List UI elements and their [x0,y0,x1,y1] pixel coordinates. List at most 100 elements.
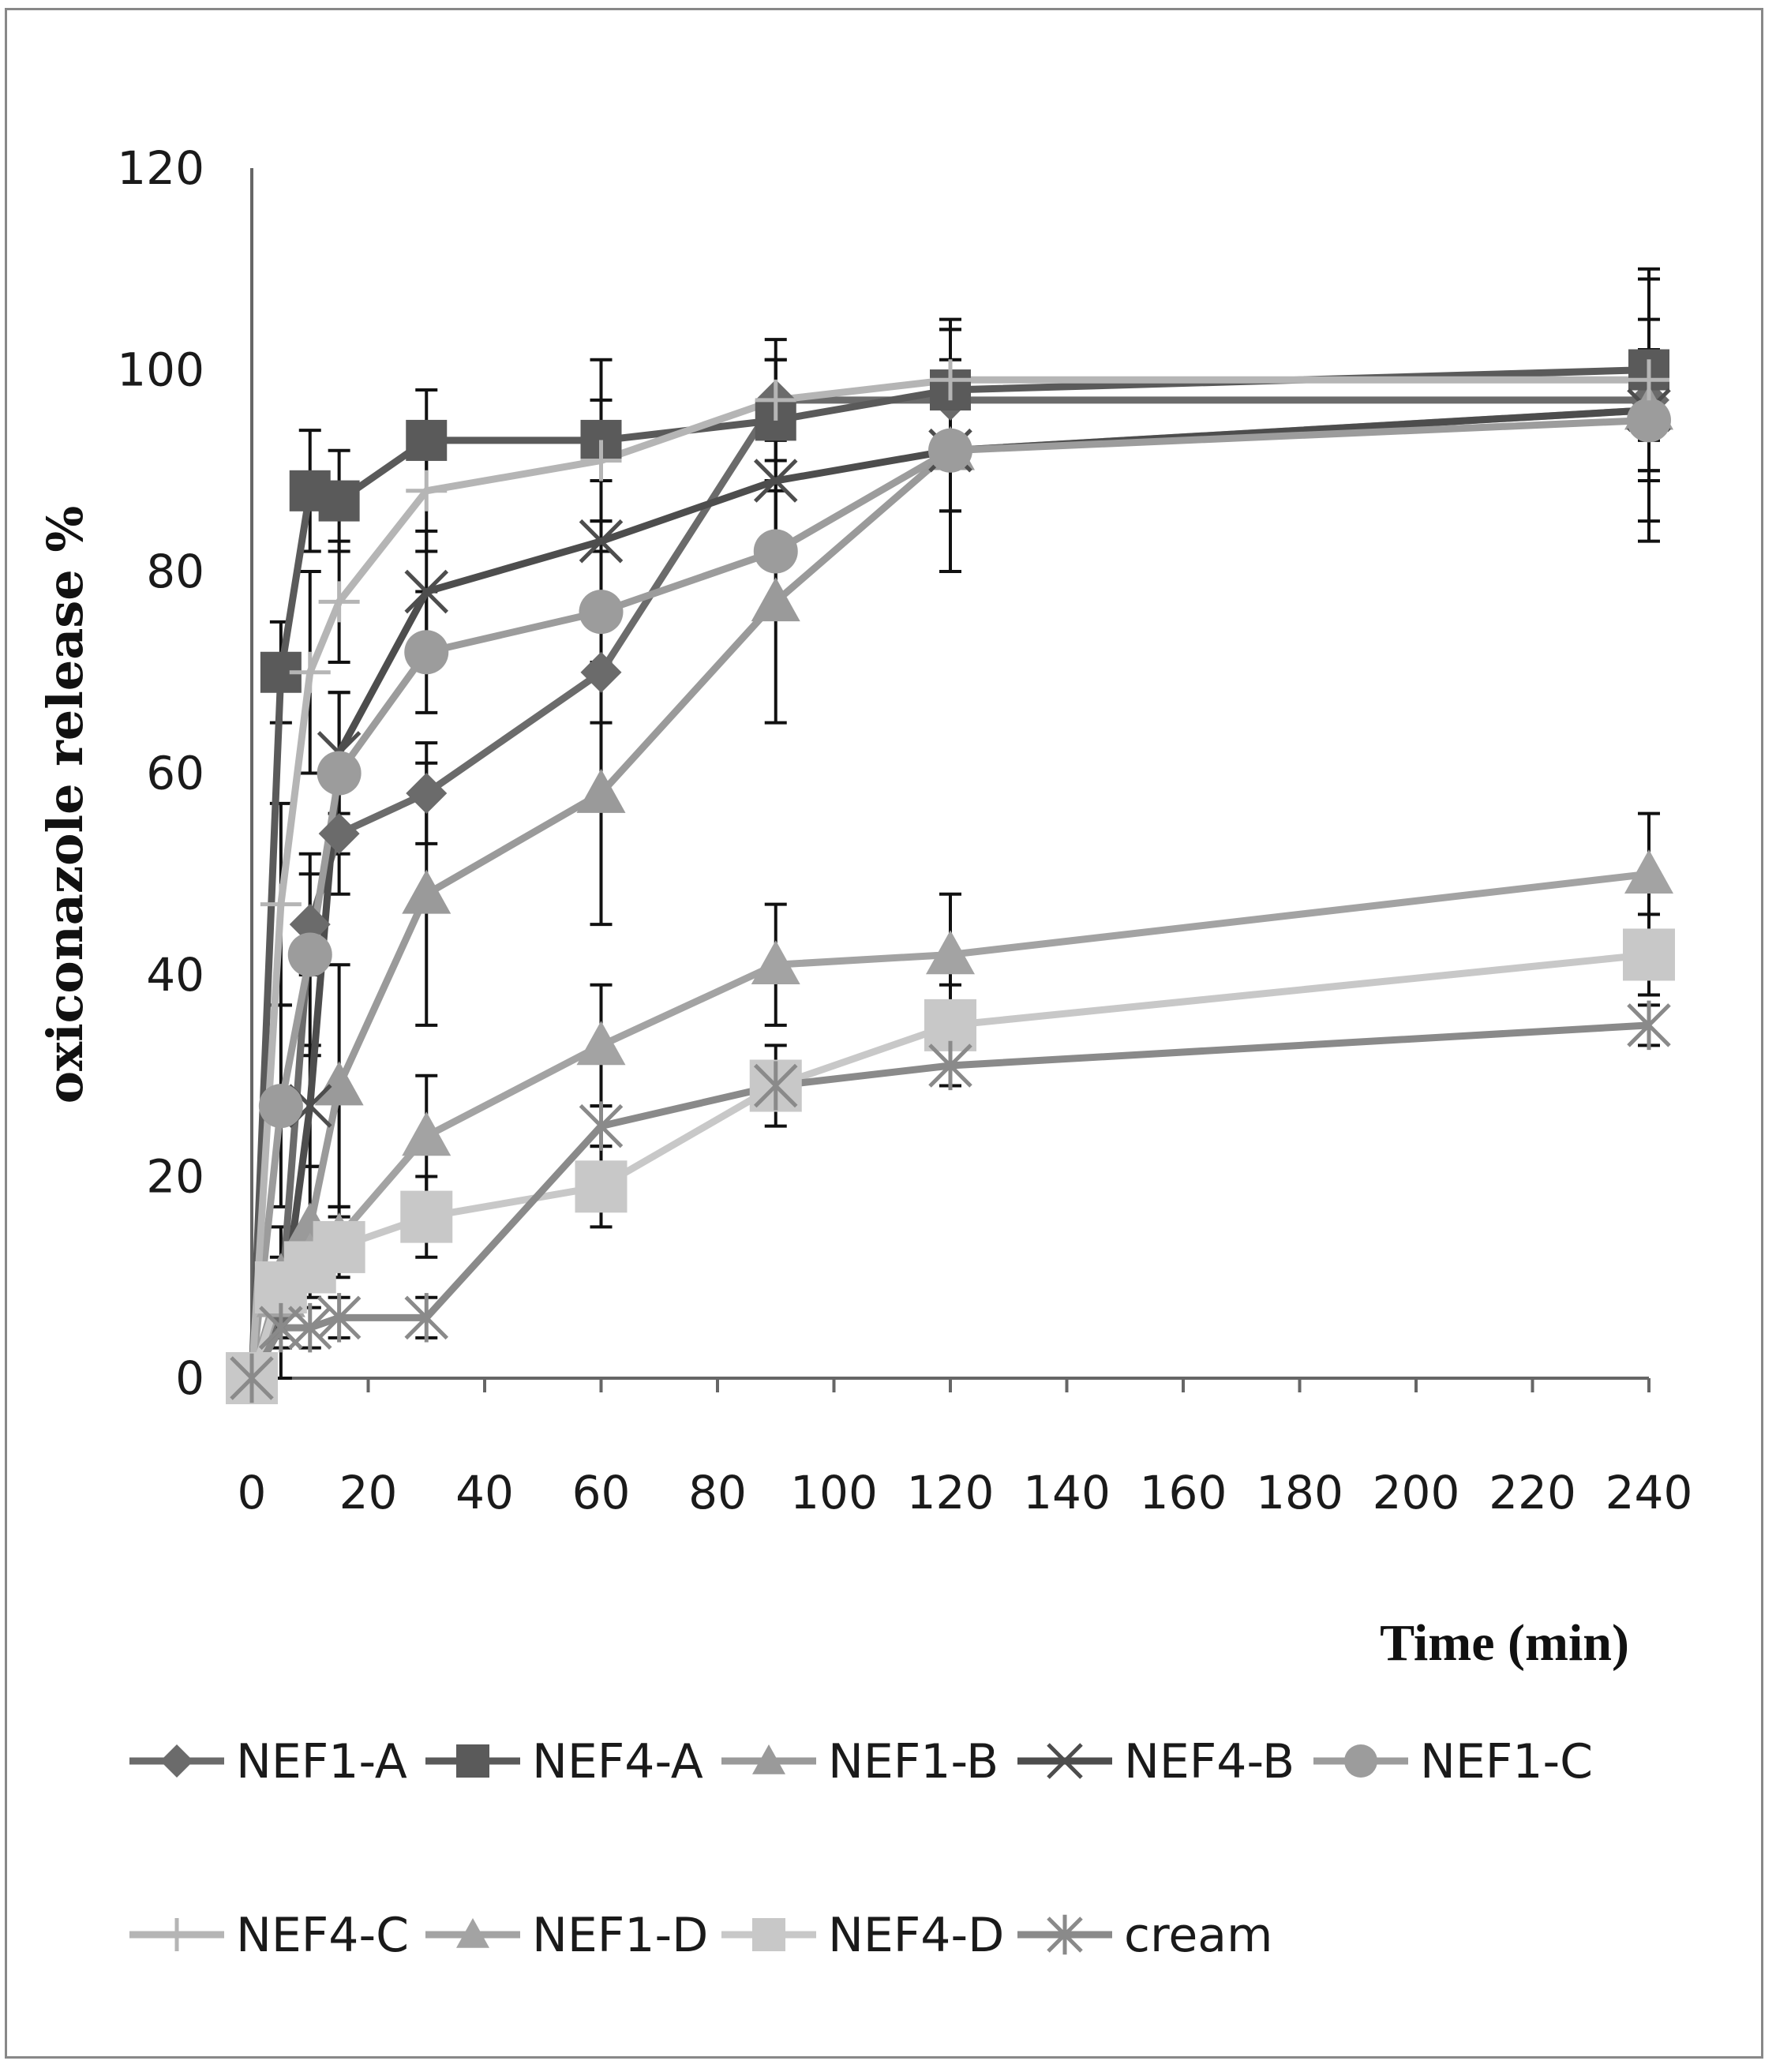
y-axis-label: oxiconazole release % [36,506,94,1104]
x-tick-label: 160 [1140,1466,1227,1519]
data-point-NEF1-C [753,529,798,574]
legend-marker [456,1918,489,1948]
legend-marker [1047,1743,1083,1779]
data-point-NEF4-C [930,359,971,401]
data-point-NEF4-C [318,581,360,623]
legend-marker [752,1918,785,1951]
data-point-NEF1-C [404,630,449,675]
legend-label: NEF1-D [532,1908,708,1963]
data-point-NEF1-C [928,428,972,473]
data-point-NEF1-A [289,904,331,946]
data-point-NEF4-C [260,883,302,925]
data-point-NEF1-C [287,932,332,977]
legend-item: NEF1-B [721,1734,999,1789]
release-chart: 0 20 40 60 80 100 120 140 160 180 200 220 240 0 20 40 6… [36,141,1693,1963]
data-point-cream [404,1293,449,1343]
data-point-NEF4-C [580,440,622,481]
data-point-NEF1-D [576,1021,626,1066]
legend-label: NEF4-C [236,1908,409,1963]
chart-frame: 0 20 40 60 80 100 120 140 160 180 200 220 240 0 20 40 6… [5,8,1763,2059]
legend-marker [1047,1914,1083,1955]
data-point-cream [287,1302,332,1353]
legend-item: NEF4-A [425,1734,703,1789]
data-point-NEF1-D [751,940,800,985]
legend-marker [160,1744,193,1778]
data-point-NEF4-D [575,1160,628,1213]
legend-label: NEF1-B [828,1734,999,1789]
data-point-NEF4-B [579,519,624,564]
data-point-NEF1-B [751,577,800,622]
legend-marker [1344,1744,1377,1778]
legend-marker [160,1918,193,1951]
data-point-NEF4-C [1628,359,1669,401]
y-tick-label: 0 [175,1351,204,1405]
x-tick-label: 180 [1256,1466,1343,1519]
data-point-NEF4-A [406,419,448,461]
legend-marker [752,1744,785,1774]
data-point-cream [579,1101,624,1151]
legend-item: cream [1017,1908,1272,1963]
data-point-NEF4-D [400,1190,453,1243]
x-tick-label: 40 [455,1466,514,1519]
data-point-cream [753,1061,798,1111]
data-point-NEF1-D [926,930,975,975]
data-point-cream [230,1353,274,1403]
data-point-NEF4-C [289,651,331,693]
legend-item: NEF4-B [1017,1734,1295,1789]
data-point-NEF1-B [314,1061,364,1106]
data-point-NEF1-D [402,1111,451,1156]
legend-item: NEF4-C [129,1908,409,1963]
data-point-NEF1-C [258,1084,303,1129]
x-axis-label: Time (min) [1380,1614,1629,1672]
x-tick-label: 80 [688,1466,747,1519]
data-point-NEF1-A [318,813,360,855]
legend-label: cream [1124,1908,1272,1963]
y-tick-label: 120 [117,141,204,195]
data-point-NEF1-C [317,751,362,796]
series-markers [226,349,1675,1404]
data-point-NEF1-C [579,590,624,635]
y-tick-label: 40 [146,948,204,1002]
y-ticks: 0 20 40 60 80 100 120 [117,141,204,1405]
data-point-NEF4-B [404,569,449,614]
data-point-cream [928,1040,972,1091]
x-ticks: 0 20 40 60 80 100 120 140 160 180 200 220 240 [238,1378,1693,1519]
data-point-NEF4-C [755,379,796,421]
y-tick-label: 20 [146,1150,204,1204]
y-tick-label: 60 [146,747,204,800]
x-tick-label: 220 [1489,1466,1576,1519]
data-point-NEF1-C [1627,398,1671,443]
legend-item: NEF1-D [425,1908,708,1963]
legend-label: NEF1-C [1420,1734,1593,1789]
x-tick-label: 100 [790,1466,878,1519]
data-point-NEF1-D [1624,849,1673,894]
legend-item: NEF4-D [721,1908,1004,1963]
x-tick-label: 140 [1023,1466,1111,1519]
data-point-cream [1627,1000,1671,1051]
legend-item: NEF1-A [129,1734,407,1789]
y-tick-label: 100 [117,343,204,397]
legend-item: NEF1-C [1313,1734,1593,1789]
data-point-NEF4-B [753,459,798,503]
x-tick-label: 20 [339,1466,398,1519]
data-point-NEF4-C [406,470,448,511]
legend-label: NEF4-B [1124,1734,1295,1789]
y-tick-label: 80 [146,545,204,598]
data-point-NEF4-D [313,1220,365,1273]
legend: NEF1-A NEF4-A NEF1-B NEF4-B NEF1-C NEF4-C NEF1… [129,1734,1593,1963]
data-point-NEF1-B [402,869,451,914]
x-tick-label: 240 [1606,1466,1693,1519]
legend-label: NEF4-D [828,1908,1004,1963]
legend-marker [456,1744,489,1778]
data-point-NEF1-B [576,769,626,813]
x-tick-label: 60 [572,1466,631,1519]
data-point-cream [317,1293,362,1343]
x-tick-label: 0 [238,1466,267,1519]
data-point-NEF4-D [1623,928,1675,981]
data-point-NEF1-A [406,773,448,815]
x-tick-label: 200 [1373,1466,1460,1519]
x-tick-label: 120 [907,1466,995,1519]
legend-label: NEF1-A [236,1734,407,1789]
legend-label: NEF4-A [532,1734,703,1789]
data-point-NEF4-A [318,480,360,522]
